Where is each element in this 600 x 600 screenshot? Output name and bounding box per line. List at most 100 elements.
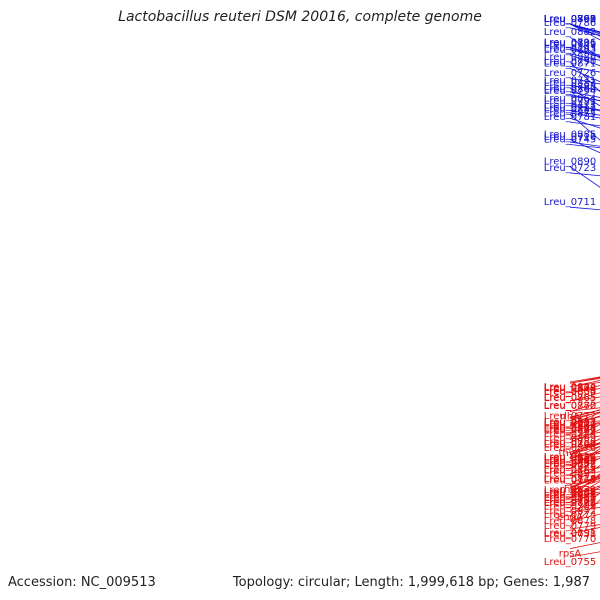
reverse-gene-label: Lreu_0789	[544, 501, 596, 512]
reverse-gene-label: thyA	[558, 448, 581, 459]
reverse-gene-label: Lreu_0891	[544, 528, 596, 539]
forward-gene-label: Lreu_0801	[544, 38, 596, 49]
reverse-gene-label: Lreu_0849	[544, 421, 596, 432]
reverse-gene-label: rpsA	[559, 549, 582, 560]
reverse-gene-label: rhlB	[560, 484, 580, 495]
forward-gene-label: Lreu_0875	[544, 108, 596, 119]
reverse-gene-label: Lreu_0761	[544, 456, 596, 467]
forward-gene-label: Lreu_0712	[544, 103, 596, 114]
forward-gene-label: Lreu_0883	[544, 78, 596, 89]
reverse-gene-label: Lreu_0837	[544, 418, 596, 429]
leader-line	[569, 378, 600, 384]
reverse-gene-label: Lreu_0774	[544, 510, 596, 521]
reverse-gene-label: Lreu_0865	[544, 393, 596, 404]
leader-line	[569, 424, 600, 441]
forward-gene-label: Lreu_0885	[544, 129, 596, 140]
reverse-gene-label: Lreu_0847	[544, 489, 596, 500]
forward-gene-label: Lreu_0886	[544, 52, 596, 63]
reverse-gene-label: Lreu_0767	[544, 476, 596, 487]
reverse-gene-label: Lreu_0894	[544, 440, 596, 451]
leader-line	[569, 206, 600, 211]
reverse-gene-label: Lreu_0806	[544, 454, 596, 465]
forward-gene-label: Lreu_0791	[544, 96, 596, 107]
reverse-gene-label: Lreu_0867	[544, 466, 596, 477]
forward-gene-label: Lreu_0868	[544, 14, 596, 25]
forward-gene-label: Lreu_0716	[544, 132, 596, 143]
accession-text: Accession: NC_009513	[8, 575, 156, 590]
leader-line	[569, 166, 600, 188]
forward-gene-label: Lreu_0861	[544, 14, 596, 25]
forward-gene-label: Lreu_0723	[544, 163, 596, 174]
forward-gene-label: Lreu_0798	[544, 82, 596, 93]
reverse-gene-label: Lreu_0780	[544, 437, 596, 448]
reverse-gene-label: Lreu_0755	[544, 557, 596, 568]
forward-gene-label: Lreu_0781	[544, 112, 596, 123]
leader-line	[569, 448, 600, 469]
reverse-gene-label: Lreu_0772	[544, 411, 596, 422]
forward-gene-label: Lreu_0793	[544, 44, 596, 55]
reverse-gene-label: Lreu_0785	[544, 392, 596, 403]
reverse-gene-label: Lreu_0809	[544, 488, 596, 499]
reverse-gene-label: Lreu_0878	[544, 516, 596, 527]
forward-gene-label: Lreu_0794	[544, 86, 596, 97]
reverse-gene-label: Lreu_0779	[544, 521, 596, 532]
reverse-gene-label: Lreu_0870	[544, 401, 596, 412]
forward-gene-label: Lreu_0796	[544, 38, 596, 49]
reverse-gene-label: Lreu_0803	[544, 423, 596, 434]
reverse-gene-label: Lreu_0805	[544, 490, 596, 501]
forward-gene-label: Lreu_0786	[544, 18, 596, 29]
forward-gene-label: Lreu_0749	[544, 40, 596, 51]
reverse-gene-label: Lreu_0834	[544, 382, 596, 393]
reverse-gene-label: Lreu_0783	[544, 465, 596, 476]
forward-gene-label: Lreu_0790	[544, 56, 596, 67]
forward-gene-label: Lreu_0792	[544, 14, 596, 25]
forward-gene-label: Lreu_0771	[544, 75, 596, 86]
reverse-gene-label: Lreu_0787	[544, 495, 596, 506]
leader-line	[569, 114, 600, 141]
reverse-gene-label: Lreu_0784	[544, 429, 596, 440]
forward-gene-label: Lreu_0860	[544, 85, 596, 96]
reverse-gene-label: Lreu_0880	[544, 455, 596, 466]
reverse-gene-label: Lreu_0768	[544, 439, 596, 450]
forward-gene-label: Lreu_0726	[544, 68, 596, 79]
forward-gene-label: Lreu_0800	[544, 14, 596, 25]
leader-line	[569, 380, 600, 388]
forward-gene-label: Lreu_0882	[544, 27, 596, 38]
reverse-gene-label: Lreu_0879	[544, 485, 596, 496]
forward-gene-label: Lreu_0745	[544, 135, 596, 146]
reverse-gene-label: Lreu_0872	[544, 506, 596, 517]
reverse-gene-label: Lreu_0776	[544, 424, 596, 435]
reverse-gene-label: Lreu_0852	[544, 459, 596, 470]
forward-gene-label: Lreu_0795	[544, 14, 596, 25]
reverse-gene-label: Lreu_0775	[544, 461, 596, 472]
leader-line	[569, 385, 600, 394]
forward-gene-label: Lreu_0863	[544, 45, 596, 56]
reverse-gene-label: Lreu_0760	[544, 493, 596, 504]
reverse-gene-label: Lreu_0773	[544, 497, 596, 508]
reverse-gene-label: Lreu_0866	[544, 498, 596, 509]
leader-line	[569, 172, 600, 177]
reverse-gene-label: Lreu_0836	[544, 452, 596, 463]
reverse-gene-label: Lreu_0808	[544, 383, 596, 394]
reverse-gene-label: Lreu_0778	[544, 474, 596, 485]
reverse-gene-label: engA	[557, 512, 583, 523]
forward-gene-label: Lreu_0711	[544, 197, 596, 208]
reverse-gene-label: Lreu_0838	[544, 383, 596, 394]
map-title: Lactobacillus reuteri DSM 20016, complet…	[118, 9, 482, 25]
forward-gene-label: Lreu_0890	[544, 157, 596, 168]
forward-gene-label: Lreu_0889	[544, 104, 596, 115]
reverse-gene-label: Lreu_0862	[544, 426, 596, 437]
leader-line	[569, 376, 600, 383]
forward-gene-label: Lreu_0864	[544, 93, 596, 104]
reverse-gene-label: Lreu_0770	[544, 534, 596, 545]
reverse-gene-label: Lreu_0807	[544, 419, 596, 430]
leader-line	[569, 377, 600, 384]
reverse-gene-label: Lreu_0832	[544, 452, 596, 463]
reverse-gene-label: Lreu_0876	[544, 443, 596, 454]
reverse-gene-label: Lreu_0874	[544, 474, 596, 485]
reverse-gene-label: Lreu_0782	[544, 401, 596, 412]
reverse-gene-label: Lreu_0758	[544, 529, 596, 540]
reverse-gene-label: Lreu_0802	[544, 459, 596, 470]
